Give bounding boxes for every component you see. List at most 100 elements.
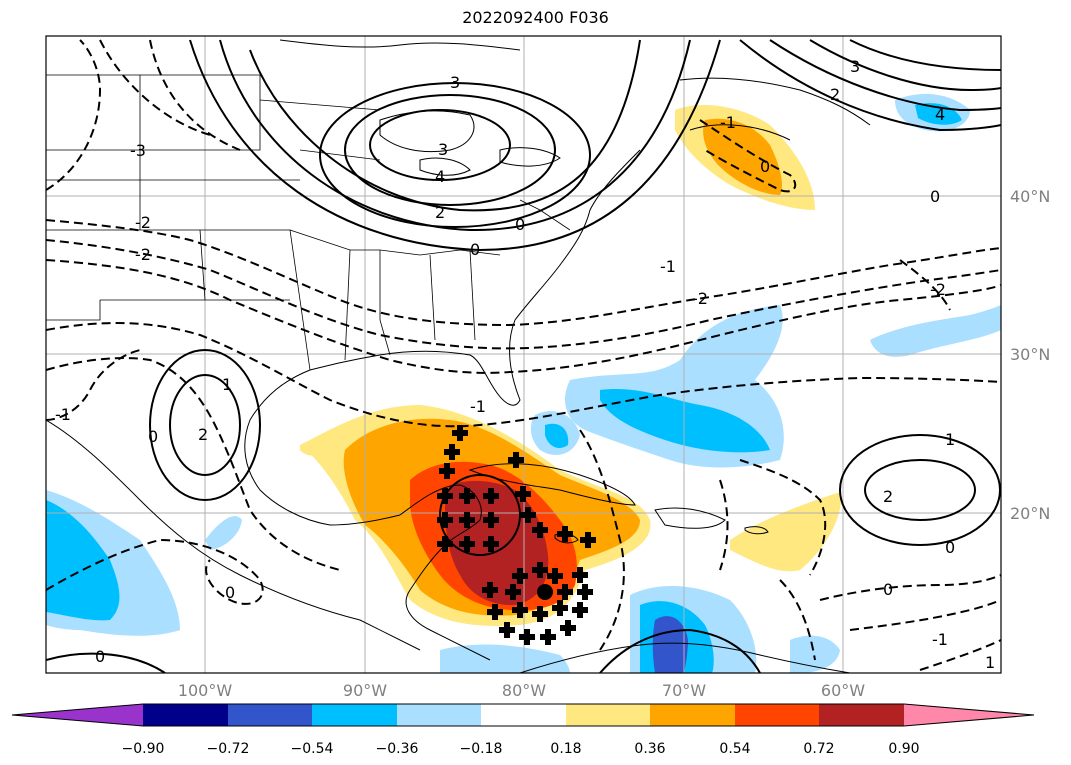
colorbar-tick-label: −0.90	[122, 741, 165, 757]
colorbar-ticks: −0.90 −0.72 −0.54 −0.36 −0.18 0.18 0.36 …	[122, 741, 920, 757]
colorbar-extend-high	[904, 704, 1034, 726]
positive-anomaly-ne-orange	[703, 118, 782, 195]
significance-cross	[483, 488, 499, 504]
contour-label: -1	[720, 113, 736, 132]
contour-label: 3	[850, 57, 860, 76]
significance-cross	[515, 486, 531, 502]
colorbar-tick-label: −0.54	[291, 741, 334, 757]
longitude-labels: 100°W 90°W 80°W 70°W 60°W	[178, 681, 865, 700]
contour-label: 0	[95, 647, 105, 666]
contour-label: 0	[945, 538, 955, 557]
colorbar-tick-label: 0.72	[803, 741, 834, 757]
significance-cross	[487, 604, 503, 620]
lon-label: 60°W	[821, 681, 865, 700]
colorbar-outline	[11, 703, 1035, 727]
positive-anomaly-e-yellow	[730, 492, 841, 572]
significance-cross	[505, 584, 521, 600]
colorbar-segment	[819, 704, 904, 726]
negative-anomaly-gulf-dark	[545, 423, 569, 449]
positive-contours	[46, 39, 1001, 673]
colorbar-tick-label: −0.18	[460, 741, 503, 757]
contour-label: 2	[883, 487, 893, 506]
coastlines	[46, 39, 871, 673]
significance-cross	[437, 536, 453, 552]
colorbar-segment	[566, 704, 650, 726]
significance-cross	[437, 512, 453, 528]
significance-cross	[483, 536, 499, 552]
negative-anomaly-mid-dark	[600, 388, 770, 453]
latitude-labels: 40°N 30°N 20°N	[1010, 187, 1050, 523]
contour-label: 4	[935, 105, 945, 124]
significance-cross	[572, 602, 588, 618]
colorbar-segment	[312, 704, 397, 726]
lon-label: 90°W	[343, 681, 387, 700]
lat-label: 40°N	[1010, 187, 1050, 206]
lon-label: 100°W	[178, 681, 233, 700]
contour-label: 3	[438, 140, 448, 159]
negative-anomaly-se-light	[790, 635, 840, 673]
significance-cross	[540, 629, 556, 645]
contour-label: -2	[930, 280, 946, 299]
colorbar-tick-label: 0.36	[634, 741, 665, 757]
contour-labels: 3 3 4 2 0 0 -1 -2 -3 -2 -2 1 2 0 -1 0 1 …	[55, 57, 995, 672]
significance-cross	[532, 562, 548, 578]
significance-cross	[532, 522, 548, 538]
contour-label: -1	[55, 405, 71, 424]
lon-label: 70°W	[662, 681, 706, 700]
contour-label: 0	[515, 215, 525, 234]
contour-label: 2	[198, 425, 208, 444]
contour-label: 0	[470, 240, 480, 259]
negative-contours	[46, 39, 1001, 671]
colorbar-segment	[735, 704, 819, 726]
colorbar-extend-low	[12, 704, 143, 726]
significance-cross	[459, 536, 475, 552]
contour-label: 4	[435, 167, 445, 186]
contour-label: 3	[450, 73, 460, 92]
positive-anomaly-w-yellow	[300, 442, 322, 456]
contour-label: 0	[148, 427, 158, 446]
colorbar-tick-label: 0.18	[550, 741, 581, 757]
lat-label: 30°N	[1010, 345, 1050, 364]
significance-cross	[520, 507, 536, 523]
significance-cross	[572, 567, 588, 583]
map-frame	[45, 35, 1002, 674]
negative-anomaly-ne-light	[870, 305, 1001, 357]
map-title: 2022092400 F036	[462, 8, 609, 27]
lat-label: 20°N	[1010, 504, 1050, 523]
colorbar	[11, 703, 1035, 727]
colorbar-segment	[228, 704, 312, 726]
contour-label: 0	[930, 187, 940, 206]
significance-cross	[444, 444, 460, 460]
contour-label: 2	[830, 85, 840, 104]
contour-label: -1	[932, 630, 948, 649]
significance-cross	[508, 452, 524, 468]
significance-cross	[482, 582, 498, 598]
significance-cross	[437, 488, 453, 504]
storm-center-dot	[537, 584, 553, 600]
significance-cross	[459, 512, 475, 528]
political-borders	[46, 74, 571, 371]
significance-cross	[577, 584, 593, 600]
contour-label: -2	[692, 289, 708, 308]
contour-label: 2	[435, 203, 445, 222]
colorbar-tick-label: −0.72	[207, 741, 250, 757]
contour-label: -1	[470, 397, 486, 416]
significance-cross	[483, 512, 499, 528]
contour-label: 0	[225, 583, 235, 602]
significance-cross	[499, 622, 515, 638]
significance-cross	[557, 584, 573, 600]
contour-label: -2	[135, 213, 151, 232]
significance-cross	[560, 620, 576, 636]
lon-label: 80°W	[502, 681, 546, 700]
significance-cross	[452, 425, 468, 441]
significance-cross	[580, 532, 596, 548]
negative-anomaly-west-dark	[46, 500, 120, 621]
significance-markers	[437, 425, 596, 645]
colorbar-tick-label: 0.90	[888, 741, 919, 757]
contour-label: 0	[883, 580, 893, 599]
colorbar-tick-label: −0.36	[376, 741, 419, 757]
contour-label: -1	[660, 257, 676, 276]
significance-cross	[512, 602, 528, 618]
colorbar-tick-label: 0.54	[719, 741, 750, 757]
